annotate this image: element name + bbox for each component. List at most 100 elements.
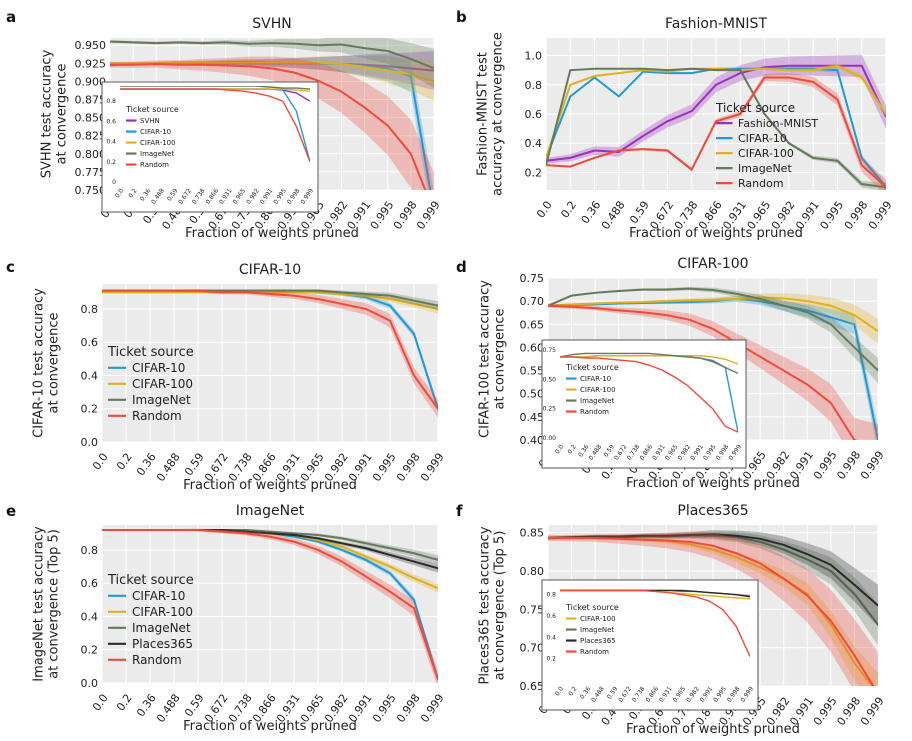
legend-entry: CIFAR-10 (140, 128, 171, 136)
legend-entry: CIFAR-100 (580, 615, 616, 623)
confidence-band (110, 55, 434, 190)
series-line-random (102, 289, 438, 410)
series-line-imagenet (560, 352, 738, 375)
y-tick-label: 0.925 (75, 57, 107, 70)
y-tick-label: 0.6 (81, 336, 99, 349)
grid (545, 38, 887, 190)
y-axis-label: ImageNet test accuracy (32, 526, 47, 682)
y-tick-label: 0.8 (106, 98, 116, 105)
legend-entry: Fashion-MNIST (738, 117, 818, 130)
y-tick-label: 0.4 (546, 634, 556, 641)
x-tick-label: 0.2 (567, 685, 578, 697)
legend-title: Ticket source (125, 105, 179, 114)
series-group (102, 528, 438, 683)
panel-label: a (6, 8, 16, 26)
confidence-band (548, 531, 878, 646)
y-axis-label: Fashion-MNIST test (476, 52, 491, 176)
legend-entry: ImageNet (580, 626, 614, 634)
chart-title: CIFAR-100 (677, 256, 748, 272)
y-tick-label: 0.25 (543, 406, 557, 413)
series-group (560, 352, 738, 433)
y-tick-label: 0.6 (546, 613, 556, 620)
y-tick-label: 0.6 (81, 577, 99, 590)
x-tick-label: 0.2 (114, 451, 135, 473)
y-tick-label: 0.8 (81, 544, 99, 557)
series-line-random (560, 356, 738, 433)
y-tick-label: 0.750 (75, 184, 107, 197)
x-axis-label: Fraction of weights pruned (626, 722, 800, 737)
series-group (110, 38, 434, 190)
panel-label: d (456, 258, 467, 276)
legend-entry: CIFAR-10 (580, 375, 611, 383)
y-tick-label: 1.0 (525, 50, 543, 63)
y-tick-label: 0.825 (75, 130, 107, 143)
x-axis-label: Fraction of weights pruned (629, 226, 803, 241)
x-tick-label: 0.998 (391, 199, 420, 232)
legend-entry: SVHN (140, 117, 160, 125)
series-line-random (102, 528, 438, 680)
x-tick-label: 0.999 (858, 695, 887, 728)
x-tick-label: 0.998 (394, 451, 423, 484)
chart-title: Fashion-MNIST (665, 16, 767, 32)
y-tick-label: 0.85 (520, 527, 545, 540)
confidence-band (102, 289, 438, 311)
confidence-band (110, 51, 434, 91)
inset-legend: Ticket source CIFAR-100 ImageNet Places365 R… (565, 603, 619, 656)
y-tick-label: 0.850 (75, 112, 107, 125)
x-tick-label: 0.999 (866, 199, 895, 232)
series-group (120, 86, 310, 163)
grid (119, 86, 311, 183)
x-tick-label: 0.998 (834, 695, 863, 728)
y-tick-label: 0.8 (525, 79, 543, 92)
series-line-imagenet (546, 67, 886, 189)
x-tick-label: 0.0 (534, 199, 555, 221)
y-tick-label: 0.75 (520, 272, 545, 285)
y-axis-label: CIFAR-10 test accuracy (32, 288, 47, 438)
y-axis-label: CIFAR-100 test accuracy (478, 280, 493, 438)
y-tick-label: 0.8 (546, 592, 556, 599)
legend-entry: CIFAR-10 (738, 132, 787, 145)
x-tick-label: 0.998 (394, 692, 423, 725)
legend-title: Ticket source (107, 573, 194, 588)
chart-title: ImageNet (236, 503, 305, 519)
y-tick-label: 0.75 (520, 603, 545, 616)
legend-title: Ticket source (565, 363, 619, 372)
x-tick-label: 0.0 (90, 451, 111, 473)
x-tick-label: 0.995 (368, 199, 397, 232)
grid (559, 584, 751, 680)
y-tick-label: 0.60 (520, 341, 545, 354)
y-tick-label: 0.900 (75, 75, 107, 88)
legend-entry: CIFAR-100 (580, 386, 616, 394)
confidence-band (110, 38, 434, 88)
series-line-cifar-100 (548, 296, 878, 333)
series-group (548, 286, 878, 440)
y-axis-label: at convergence (Top 5) (493, 531, 508, 681)
x-tick-label: 0.488 (154, 451, 183, 484)
inset-chart: 00.20.40.60.80.0 0.2 0.360.488 0.590.6720.7… (101, 81, 319, 213)
series-line-imagenet (548, 287, 878, 372)
grid (559, 344, 739, 439)
confidence-band (548, 286, 878, 384)
y-axis-label: at convergence (Top 5) (47, 529, 62, 679)
x-tick-label: 0.995 (811, 449, 840, 482)
chart-title: SVHN (252, 16, 291, 32)
legend-entry: Random (132, 409, 182, 423)
confidence-band (548, 530, 878, 627)
confidence-band (548, 536, 878, 686)
y-tick-label: 0.75 (543, 347, 557, 354)
legend-entry: ImageNet (738, 162, 792, 175)
y-tick-label: 0.0 (81, 677, 99, 690)
y-tick-label: 0.65 (520, 318, 545, 331)
legend: Ticket source Fashion-MNIST CIFAR-10 CIFAR-… (715, 101, 818, 190)
y-tick-label: 0.55 (520, 365, 545, 378)
inset-legend: Ticket source CIFAR-10 CIFAR-100 ImageNet Ra… (565, 363, 619, 416)
y-tick-label: 0.4 (81, 369, 99, 382)
y-tick-label: 0.4 (81, 610, 99, 623)
series-line-random (548, 304, 858, 440)
confidence-band (110, 56, 434, 190)
y-tick-label: 0.45 (520, 411, 545, 424)
y-tick-label: 0.50 (543, 376, 557, 383)
x-tick-label: 0.995 (370, 451, 399, 484)
x-axis-label: Fraction of weights pruned (183, 478, 357, 493)
